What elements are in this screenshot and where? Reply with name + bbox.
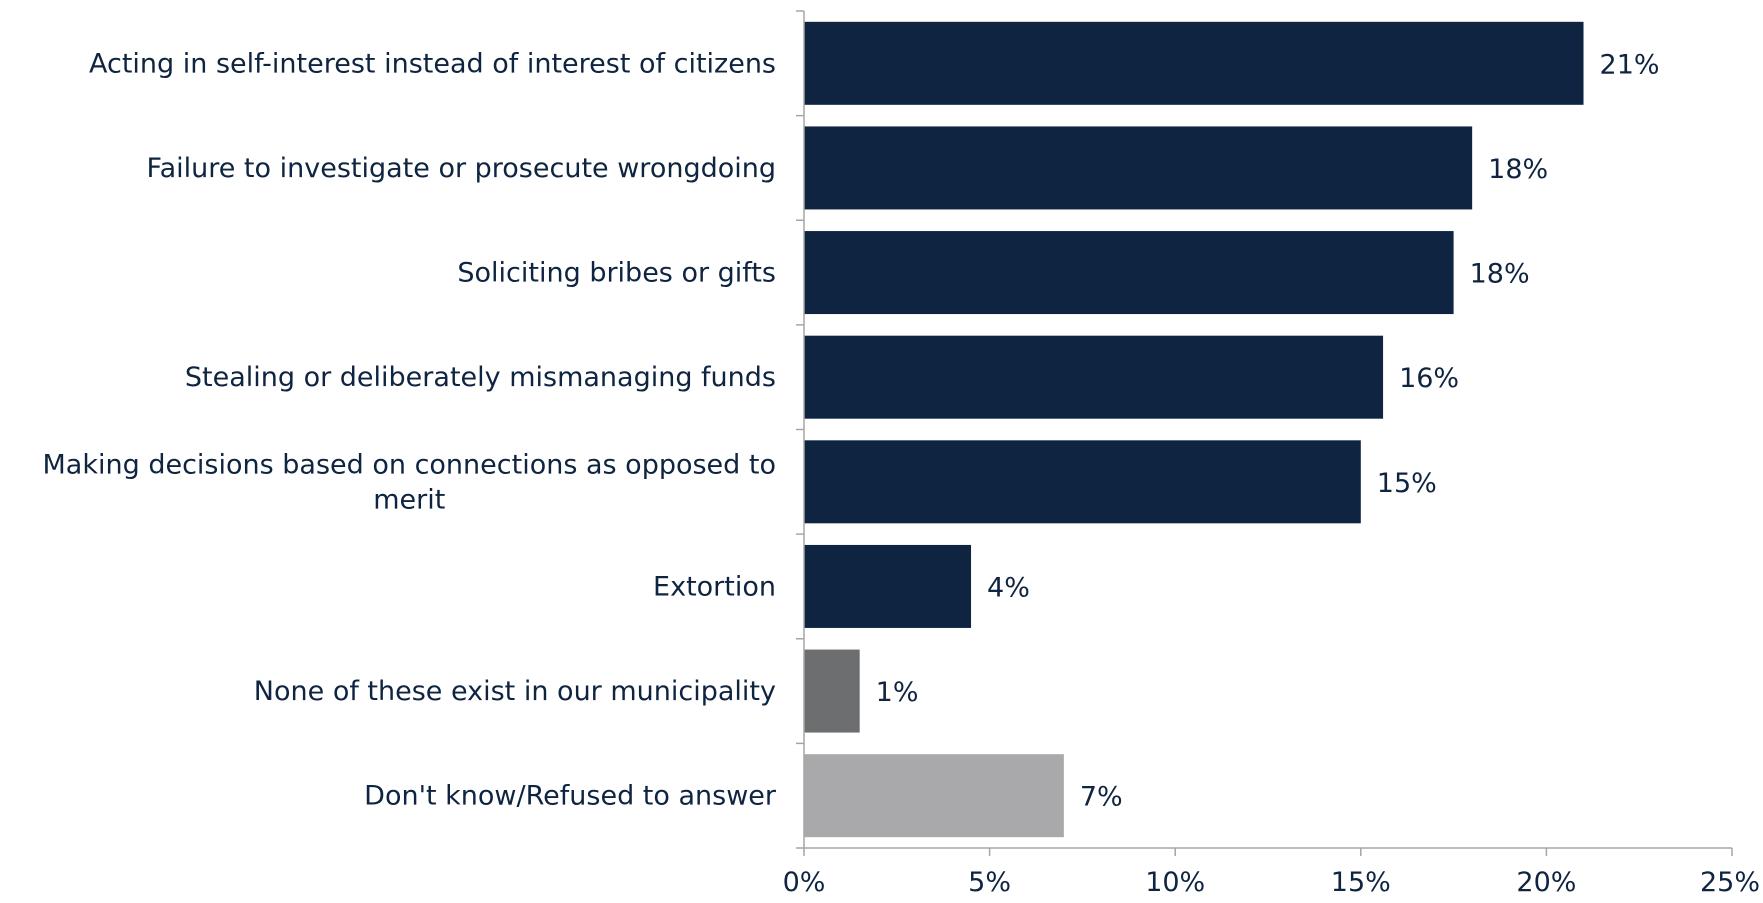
- value-label: 7%: [1080, 782, 1123, 813]
- value-label: 18%: [1488, 154, 1548, 185]
- value-label: 18%: [1470, 259, 1530, 290]
- bar: [804, 544, 972, 628]
- bar: [804, 440, 1361, 524]
- value-labels-group: 21% 18% 18% 16% 15% 4% 1% 7%: [876, 49, 1660, 812]
- category-label: Acting in self-interest instead of inter…: [89, 48, 776, 79]
- category-label: Soliciting bribes or gifts: [457, 258, 776, 289]
- bar: [804, 126, 1473, 210]
- x-tick-label: 10%: [1145, 867, 1205, 898]
- bar: [804, 335, 1384, 419]
- category-label: Making decisions based on connections as…: [43, 449, 776, 480]
- bar: [804, 231, 1454, 315]
- value-label: 21%: [1600, 49, 1660, 80]
- bars-group: [804, 21, 1584, 838]
- category-label: Failure to investigate or prosecute wron…: [147, 153, 776, 184]
- bar: [804, 649, 860, 733]
- value-label: 1%: [876, 677, 919, 708]
- x-tick-label: 0%: [783, 867, 826, 898]
- x-tick-label: 20%: [1516, 867, 1576, 898]
- x-tick-label: 15%: [1331, 867, 1391, 898]
- category-label: None of these exist in our municipality: [254, 676, 776, 707]
- value-label: 16%: [1399, 363, 1459, 394]
- category-label: Stealing or deliberately mismanaging fun…: [185, 362, 776, 393]
- value-label: 4%: [987, 572, 1030, 603]
- category-label: merit: [373, 484, 445, 515]
- category-label: Extortion: [653, 571, 776, 602]
- x-tick-label: 5%: [968, 867, 1011, 898]
- ticks-group: 0% 5% 10% 15% 20% 25%: [783, 10, 1760, 898]
- bar: [804, 754, 1064, 838]
- value-label: 15%: [1377, 468, 1437, 499]
- bar: [804, 21, 1584, 105]
- category-label: Don't know/Refused to answer: [364, 781, 777, 812]
- category-labels-group: Acting in self-interest instead of inter…: [43, 48, 777, 811]
- x-tick-label: 25%: [1700, 867, 1760, 898]
